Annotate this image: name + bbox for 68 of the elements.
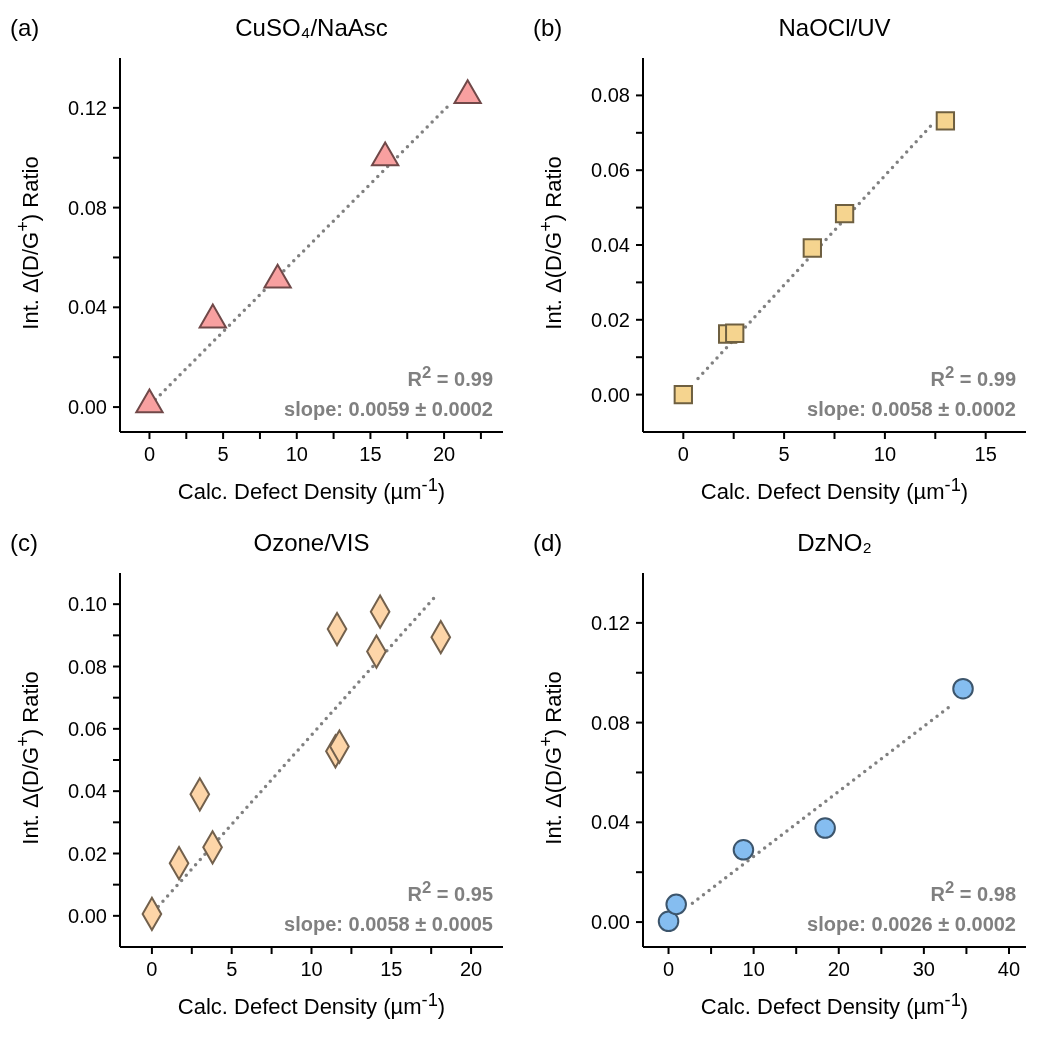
y-tick-label: 0.08 [68,655,107,678]
x-tick-label: 20 [432,443,456,465]
point [802,238,822,258]
annotation: slope: 0.0058 ± 0.0005 [284,912,493,937]
chart-title: DzNO₂ [796,529,873,557]
x-tick-label: 40 [997,958,1021,980]
x-tick-label: 30 [912,958,935,980]
x-tick-label: 20 [459,958,483,980]
x-tick-label: 15 [359,443,382,465]
y-tick-label: 0.04 [68,780,107,803]
x-tick-label: 0 [662,958,675,980]
x-axis-title: Calc. Defect Density (µm$^{-1}$) [699,989,970,1021]
y-tick-label: 0.12 [591,611,630,634]
x-tick-label: 10 [873,443,897,465]
annotation: slope: 0.0026 ± 0.0002 [807,912,1016,937]
x-tick-label: 0 [146,958,158,980]
annotation: R$^{2}$ = 0.99 [406,362,493,392]
x-axis-title: Calc. Defect Density (µm$^{-1}$) [699,474,970,506]
text: (c) [10,529,38,557]
annotation: slope: 0.0058 ± 0.0002 [807,397,1016,422]
x-tick-label: 5 [226,958,238,980]
y-tick-label: 0.08 [68,196,107,219]
y-tick-label: 0.00 [591,911,630,934]
x-axis-title: Calc. Defect Density (µm$^{-1}$) [176,989,447,1021]
y-tick-label: 0.02 [591,308,630,331]
x-tick-label: 20 [827,958,850,980]
chart-title: CuSO₄/NaAsc [234,14,389,42]
x-tick-label: 10 [285,443,308,465]
x-tick-label: 15 [974,443,997,465]
point [732,839,755,861]
y-tick-label: 0.08 [591,711,630,734]
y-tick-label: 0.08 [591,84,630,107]
y-tick-label: 0.10 [68,593,107,616]
y-tick-label: 0.00 [591,383,630,406]
annotation: R$^{2}$ = 0.95 [406,877,493,907]
y-tick-label: 0.12 [68,96,107,119]
point [657,910,680,933]
point [814,817,836,839]
x-tick-label: 0 [143,443,156,465]
y-tick-label: 0.00 [68,396,107,419]
point [725,323,745,343]
point [673,384,693,405]
x-tick-label: 15 [380,958,403,980]
annotation: slope: 0.0059 ± 0.0002 [284,397,493,422]
x-tick-label: 0 [677,443,689,465]
y-tick-label: 0.04 [591,811,630,834]
y-tick-label: 0.04 [68,296,107,319]
x-tick-label: 10 [742,958,765,980]
y-tick-label: 0.06 [591,159,630,182]
point [935,111,956,131]
text: (d) [533,529,563,557]
x-tick-label: 10 [300,958,323,980]
point [952,677,974,700]
text: (a) [10,14,40,42]
x-tick-label: 5 [778,443,790,465]
y-tick-label: 0.06 [68,717,107,740]
annotation: R$^{2}$ = 0.99 [929,362,1016,392]
y-tick-label: 0.00 [68,904,107,927]
x-tick-label: 5 [217,443,229,465]
text: (b) [533,14,563,42]
point [665,893,687,916]
y-tick-label: 0.02 [68,842,107,865]
annotation: R$^{2}$ = 0.98 [929,877,1016,907]
chart-title: Ozone/VIS [252,529,371,557]
chart-title: NaOCl/UV [777,14,892,42]
point [834,203,855,224]
x-axis-title: Calc. Defect Density (µm$^{-1}$) [176,474,447,506]
y-tick-label: 0.04 [591,234,630,256]
